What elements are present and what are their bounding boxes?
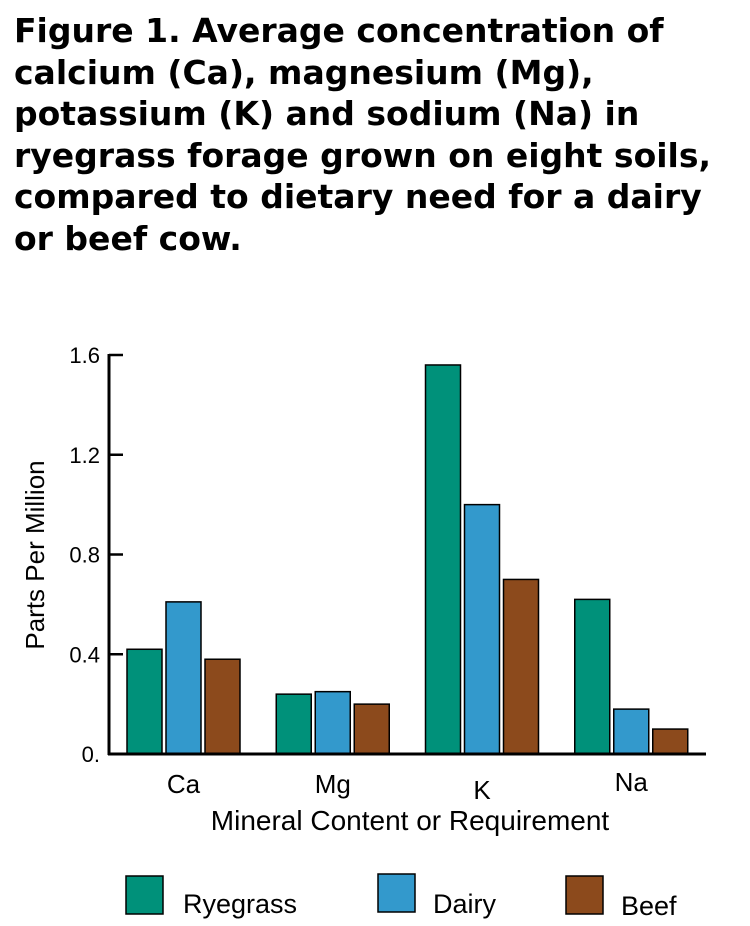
x-ticks-group: Ca Mg K Na: [167, 767, 649, 805]
bar-dairy-na: [613, 708, 650, 755]
legend-label-beef: Beef: [621, 891, 677, 921]
bar-beef-na: [652, 728, 689, 755]
x-tick-label: Na: [615, 767, 649, 797]
bar-dairy-k: [463, 503, 501, 755]
legend-swatch-ryegrass: [125, 875, 164, 915]
y-tick-label: 0.8: [69, 543, 100, 568]
x-tick-label: Ca: [167, 769, 201, 799]
bar-beef-ca: [204, 658, 241, 755]
x-tick-label: K: [473, 775, 491, 805]
y-tick-label: 1.6: [69, 343, 100, 368]
legend: Ryegrass Dairy Beef: [125, 873, 677, 921]
bar-ryegrass-mg: [275, 693, 312, 755]
bar-ryegrass-k: [424, 364, 462, 755]
bar-beef-mg: [353, 703, 390, 755]
legend-label-ryegrass: Ryegrass: [183, 889, 297, 919]
legend-label-dairy: Dairy: [433, 889, 497, 919]
legend-swatch-dairy: [377, 873, 416, 913]
legend-swatch-beef: [565, 875, 604, 915]
y-axis-label: Parts Per Million: [20, 460, 50, 649]
bars-group: [126, 364, 689, 755]
bar-ryegrass-ca: [126, 648, 163, 755]
y-tick-label: 0.: [82, 742, 100, 767]
bar-beef-k: [502, 578, 540, 755]
bar-dairy-ca: [165, 601, 202, 755]
x-axis-label: Mineral Content or Requirement: [211, 805, 610, 836]
bar-dairy-mg: [314, 690, 351, 755]
y-tick-label: 0.4: [69, 642, 100, 667]
figure-title: Figure 1. Average concentration of calci…: [14, 11, 712, 258]
bar-ryegrass-na: [574, 598, 611, 755]
y-ticks-group: 0. 0.4 0.8 1.2 1.6: [69, 343, 123, 767]
y-tick-label: 1.2: [69, 443, 100, 468]
x-tick-label: Mg: [315, 769, 351, 799]
